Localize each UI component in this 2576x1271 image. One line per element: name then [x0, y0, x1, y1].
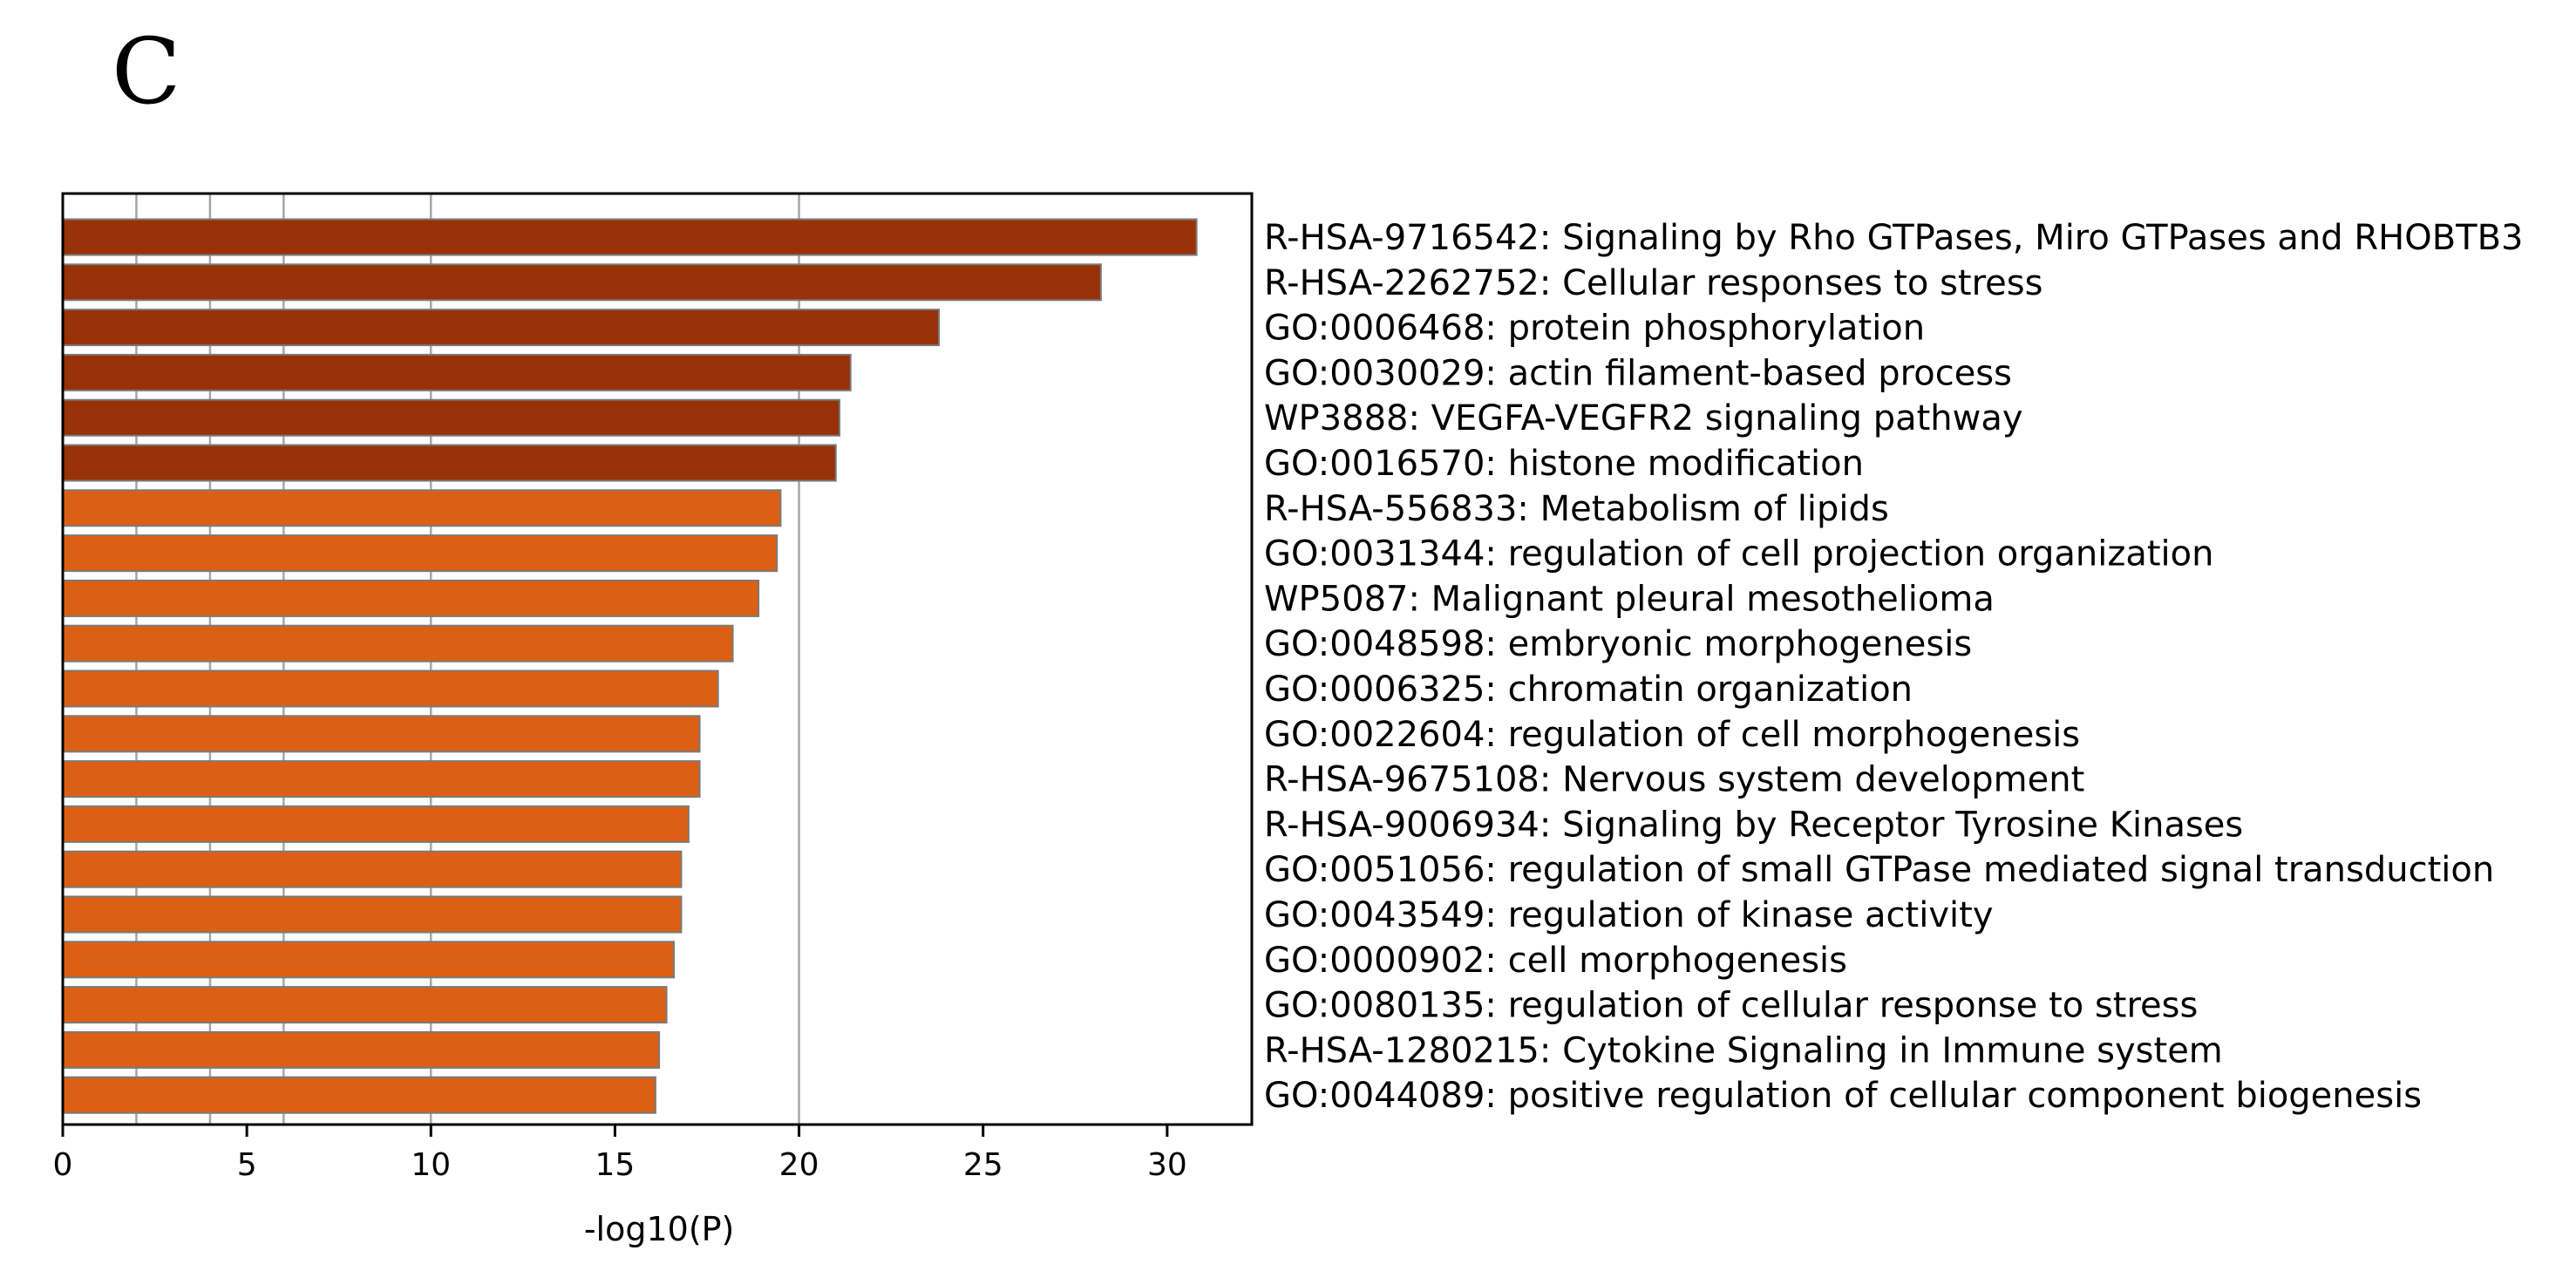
term-label: WP3888: VEGFA-VEGFR2 signaling pathway: [1264, 398, 2023, 438]
term-labels: R-HSA-9716542: Signaling by Rho GTPases,…: [1264, 218, 2524, 1116]
bar: [62, 444, 837, 482]
plot-frame: [61, 192, 1254, 1126]
bar: [62, 760, 701, 799]
x-tick-label: 25: [963, 1147, 1003, 1183]
bar: [62, 489, 782, 527]
bar: [62, 309, 941, 347]
bar: [62, 986, 668, 1024]
bar: [62, 579, 760, 617]
term-label: GO:0006468: protein phosphorylation: [1264, 309, 1925, 349]
term-label: R-HSA-9716542: Signaling by Rho GTPases,…: [1264, 218, 2524, 258]
bar: [62, 398, 841, 437]
term-label: GO:0051056: regulation of small GTPase m…: [1264, 850, 2494, 890]
x-tick-label: 15: [595, 1147, 636, 1183]
bar: [62, 218, 1198, 256]
bar: [62, 895, 683, 934]
term-label: R-HSA-9006934: Signaling by Receptor Tyr…: [1264, 805, 2243, 845]
x-tick-label: 0: [53, 1147, 73, 1183]
x-tick-label: 10: [411, 1147, 451, 1183]
term-label: R-HSA-556833: Metabolism of lipids: [1264, 489, 1889, 529]
bar: [62, 850, 683, 888]
bar: [62, 669, 719, 708]
term-label: GO:0048598: embryonic morphogenesis: [1264, 624, 1972, 664]
x-tick-label: 20: [779, 1147, 819, 1183]
term-label: R-HSA-1280215: Cytokine Signaling in Imm…: [1264, 1030, 2223, 1070]
term-label: GO:0016570: histone modification: [1264, 444, 1864, 484]
term-label: GO:0080135: regulation of cellular respo…: [1264, 986, 2198, 1026]
term-label: GO:0030029: actin filament-based process: [1264, 353, 2012, 393]
x-axis-label: -log10(P): [584, 1210, 735, 1248]
bar: [62, 263, 1102, 302]
term-label: GO:0000902: cell morphogenesis: [1264, 941, 1847, 981]
x-axis-ticks: 0 5 10 15 20 25 30: [53, 1125, 1187, 1183]
term-label: GO:0043549: regulation of kinase activit…: [1264, 895, 1993, 935]
term-label: GO:0031344: regulation of cell projectio…: [1264, 534, 2213, 574]
bar: [62, 715, 701, 753]
bar: [62, 534, 778, 573]
bars: [62, 218, 1198, 1114]
term-label: R-HSA-9675108: Nervous system developmen…: [1264, 760, 2084, 800]
term-label: GO:0022604: regulation of cell morphogen…: [1264, 715, 2080, 755]
term-label: GO:0044089: positive regulation of cellu…: [1264, 1076, 2422, 1116]
bar: [62, 353, 852, 391]
bar: [62, 624, 734, 663]
bar: [62, 805, 690, 843]
bar: [62, 1030, 661, 1069]
bar: [62, 941, 676, 979]
term-label: WP5087: Malignant pleural mesothelioma: [1264, 579, 1995, 619]
bar: [62, 1076, 656, 1114]
x-tick-label: 5: [237, 1147, 257, 1183]
panel-label: C: [112, 18, 181, 125]
term-label: R-HSA-2262752: Cellular responses to str…: [1264, 263, 2042, 303]
x-tick-label: 30: [1147, 1147, 1187, 1183]
term-label: GO:0006325: chromatin organization: [1264, 669, 1913, 710]
